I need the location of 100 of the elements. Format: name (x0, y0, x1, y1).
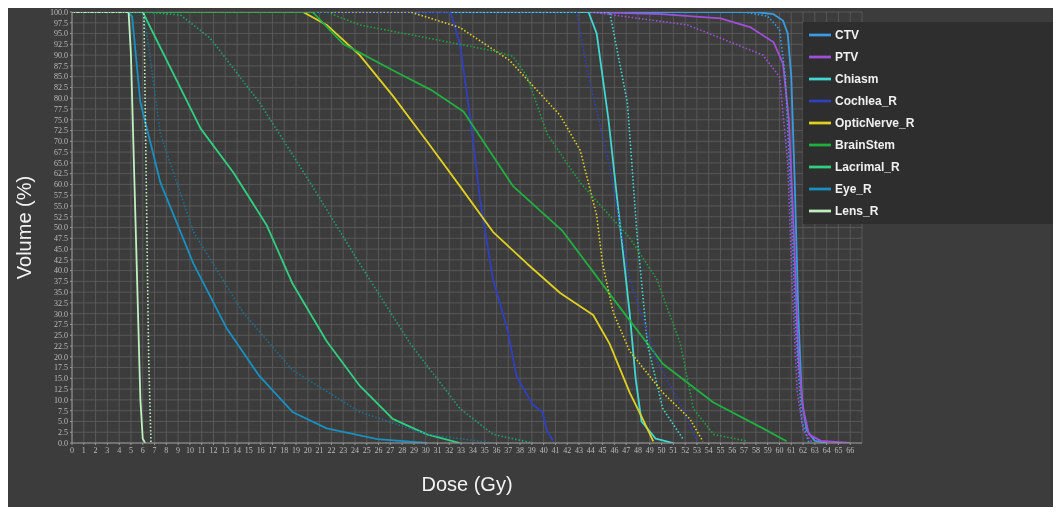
y-tick-label: 80.0 (54, 94, 68, 104)
y-tick-label: 30.0 (54, 309, 68, 319)
y-tick-label: 100.0 (50, 7, 68, 17)
x-tick-label: 49 (645, 445, 654, 455)
x-tick-label: 39 (527, 445, 536, 455)
x-tick-label: 65 (834, 445, 843, 455)
x-tick-label: 32 (445, 445, 454, 455)
x-tick-label: 3 (105, 445, 110, 455)
x-tick-label: 63 (810, 445, 819, 455)
y-tick-label: 7.5 (58, 406, 68, 416)
x-tick-label: 34 (468, 445, 477, 455)
y-tick-label: 2.5 (58, 428, 68, 438)
x-tick-label: 1 (81, 445, 86, 455)
y-tick-label: 87.5 (54, 61, 68, 71)
y-tick-label: 15.0 (54, 374, 68, 384)
x-tick-label: 47 (622, 445, 631, 455)
y-tick-label: 62.5 (54, 169, 68, 179)
y-tick-label: 82.5 (54, 83, 68, 93)
y-tick-label: 20.0 (54, 352, 68, 362)
y-tick-label: 92.5 (54, 40, 68, 50)
x-tick-label: 22 (327, 445, 336, 455)
y-tick-label: 25.0 (54, 331, 68, 341)
y-tick-label: 97.5 (54, 18, 68, 28)
x-tick-label: 20 (303, 445, 312, 455)
y-tick-label: 95.0 (54, 29, 68, 39)
y-tick-label: 35.0 (54, 287, 68, 297)
x-tick-label: 13 (221, 445, 230, 455)
y-tick-label: 22.5 (54, 341, 68, 351)
y-tick-label: 75.0 (54, 115, 68, 125)
x-tick-label: 41 (551, 445, 560, 455)
x-tick-label: 54 (704, 445, 713, 455)
x-tick-label: 16 (256, 445, 265, 455)
x-tick-label: 10 (185, 445, 194, 455)
x-tick-label: 12 (209, 445, 218, 455)
legend-label: Eye_R (835, 182, 872, 197)
x-tick-label: 42 (563, 445, 572, 455)
y-tick-label: 27.5 (54, 320, 68, 330)
x-tick-label: 55 (716, 445, 725, 455)
x-tick-label: 52 (681, 445, 690, 455)
x-tick-label: 19 (292, 445, 301, 455)
y-tick-label: 60.0 (54, 180, 68, 190)
y-tick-label: 12.5 (54, 384, 68, 394)
y-tick-label: 47.5 (54, 234, 68, 244)
x-tick-label: 24 (350, 445, 359, 455)
x-tick-label: 44 (586, 445, 595, 455)
x-tick-label: 30 (421, 445, 430, 455)
x-tick-label: 0 (70, 445, 74, 455)
y-tick-label: 55.0 (54, 201, 68, 211)
x-tick-label: 4 (117, 445, 122, 455)
x-tick-label: 6 (140, 445, 145, 455)
legend-label: Lens_R (835, 204, 879, 219)
x-tick-label: 64 (822, 445, 831, 455)
y-tick-label: 65.0 (54, 158, 68, 168)
y-tick-label: 57.5 (54, 191, 68, 201)
legend-label: BrainStem (835, 138, 896, 153)
y-tick-label: 52.5 (54, 212, 68, 222)
x-tick-label: 62 (799, 445, 808, 455)
x-tick-label: 33 (457, 445, 466, 455)
x-tick-label: 40 (539, 445, 548, 455)
y-tick-label: 72.5 (54, 126, 68, 136)
legend-label: Chiasm (835, 72, 879, 87)
x-tick-label: 56 (728, 445, 737, 455)
x-tick-label: 53 (692, 445, 701, 455)
x-tick-label: 45 (598, 445, 607, 455)
legend-label: CTV (835, 28, 859, 43)
x-tick-label: 61 (787, 445, 796, 455)
x-tick-label: 66 (846, 445, 855, 455)
x-tick-label: 17 (268, 445, 277, 455)
y-tick-label: 45.0 (54, 244, 68, 254)
x-tick-label: 28 (398, 445, 407, 455)
y-tick-label: 37.5 (54, 277, 68, 287)
y-axis-title: Volume (%) (13, 175, 36, 280)
x-tick-label: 43 (575, 445, 584, 455)
x-tick-label: 23 (339, 445, 348, 455)
x-tick-label: 26 (374, 445, 383, 455)
x-tick-label: 59 (763, 445, 772, 455)
x-tick-label: 8 (164, 445, 169, 455)
x-tick-label: 57 (740, 445, 749, 455)
y-tick-label: 17.5 (54, 363, 68, 373)
x-tick-label: 38 (516, 445, 525, 455)
x-tick-label: 46 (610, 445, 619, 455)
y-tick-label: 42.5 (54, 255, 68, 265)
x-tick-label: 27 (386, 445, 395, 455)
y-tick-label: 50.0 (54, 223, 68, 233)
y-tick-label: 5.0 (58, 417, 68, 427)
y-tick-label: 0.0 (58, 438, 68, 448)
y-tick-label: 77.5 (54, 104, 68, 114)
x-axis-title: Dose (Gy) (421, 473, 513, 495)
x-tick-label: 35 (480, 445, 489, 455)
y-tick-label: 70.0 (54, 137, 68, 147)
y-tick-label: 10.0 (54, 395, 68, 405)
x-tick-label: 31 (433, 445, 442, 455)
x-tick-label: 48 (633, 445, 642, 455)
x-tick-label: 5 (128, 445, 133, 455)
y-tick-label: 90.0 (54, 50, 68, 60)
x-tick-label: 50 (657, 445, 666, 455)
legend-label: Lacrimal_R (835, 160, 900, 175)
y-tick-label: 67.5 (54, 147, 68, 157)
x-tick-label: 58 (751, 445, 760, 455)
x-tick-label: 7 (152, 445, 157, 455)
